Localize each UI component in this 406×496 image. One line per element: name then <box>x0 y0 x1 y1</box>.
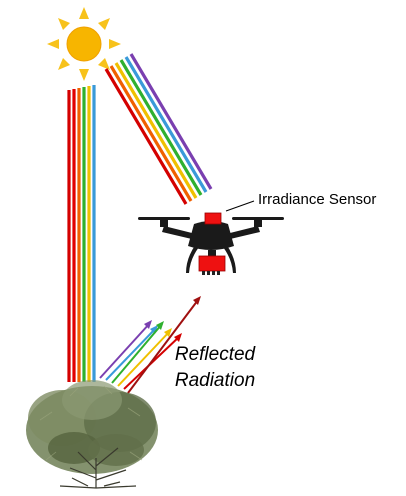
irradiance-sensor-box <box>204 212 222 225</box>
incoming-beam-diagonal <box>104 53 213 205</box>
drone-icon <box>138 212 284 275</box>
reflected-line2: Radiation <box>174 370 256 391</box>
arrowhead <box>150 325 158 334</box>
arrowhead <box>174 333 182 342</box>
sensor-leader-line <box>225 200 255 212</box>
camera-box <box>198 255 226 272</box>
irradiance-sensor-label: Irradiance Sensor <box>258 191 377 208</box>
shrub-icon <box>26 380 158 489</box>
arrowhead <box>156 321 164 330</box>
incoming-beam-vertical <box>67 85 96 382</box>
arrowhead <box>144 320 152 329</box>
arrowhead <box>164 328 172 337</box>
arrowhead <box>193 296 201 305</box>
reflected-line1: Reflected <box>174 344 256 365</box>
reflected-arrows <box>99 296 201 394</box>
reflected-radiation-label: Reflected Radiation <box>160 342 270 394</box>
sun-icon <box>47 7 121 81</box>
